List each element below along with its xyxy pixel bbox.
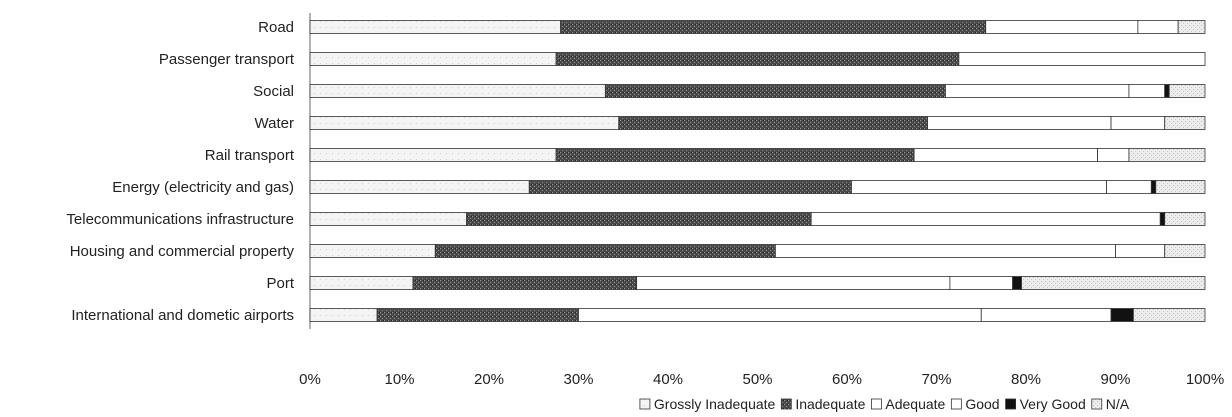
category-label-international-and-dometic-airports: International and dometic airports — [71, 307, 294, 324]
legend-swatch-good — [950, 398, 962, 410]
bar-water-good — [1110, 116, 1166, 130]
bar-port-good — [949, 276, 1013, 290]
bar-water-inadequate — [618, 116, 928, 130]
x-tick-label-0: 0% — [299, 371, 321, 388]
bar-water-grossly-inadequate — [309, 116, 620, 130]
bar-energy-electricity-and-gas-grossly-inadequate — [309, 180, 530, 194]
legend-swatch-n-a — [1091, 398, 1103, 410]
bar-passenger-transport-inadequate — [555, 52, 960, 66]
bar-international-and-dometic-airports-grossly-inadequate — [309, 308, 378, 322]
bar-rail-transport-good — [1097, 148, 1130, 162]
x-tick-label-90: 90% — [1100, 371, 1130, 388]
category-label-passenger-transport: Passenger transport — [159, 51, 295, 68]
bar-road-adequate — [985, 20, 1139, 34]
category-label-water: Water — [255, 115, 294, 132]
bar-energy-electricity-and-gas-very-good — [1150, 180, 1157, 194]
x-tick-label-40: 40% — [653, 371, 683, 388]
bar-telecommunications-infrastructure-inadequate — [466, 212, 812, 226]
bar-energy-electricity-and-gas-inadequate — [528, 180, 852, 194]
bar-social-very-good — [1164, 84, 1170, 98]
bar-port-inadequate — [412, 276, 638, 290]
category-label-telecommunications-infrastructure: Telecommunications infrastructure — [66, 211, 294, 228]
x-tick-label-70: 70% — [921, 371, 951, 388]
bar-housing-and-commercial-property-inadequate — [434, 244, 776, 258]
bar-energy-electricity-and-gas-adequate — [851, 180, 1107, 194]
bar-housing-and-commercial-property-adequate — [775, 244, 1116, 258]
legend-swatch-grossly-inadequate — [639, 398, 651, 410]
x-tick-label-100: 100% — [1186, 371, 1224, 388]
bar-port-adequate — [636, 276, 951, 290]
x-tick-label-10: 10% — [384, 371, 414, 388]
bar-social-n-a — [1168, 84, 1206, 98]
legend-label-good: Good — [965, 396, 999, 412]
bar-rail-transport-grossly-inadequate — [309, 148, 557, 162]
bar-social-good — [1128, 84, 1166, 98]
bar-social-inadequate — [604, 84, 946, 98]
bar-telecommunications-infrastructure-grossly-inadequate — [309, 212, 468, 226]
bar-road-good — [1137, 20, 1179, 34]
legend-swatch-adequate — [870, 398, 882, 410]
legend-label-adequate: Adequate — [885, 396, 945, 412]
bar-energy-electricity-and-gas-good — [1106, 180, 1152, 194]
bar-rail-transport-n-a — [1128, 148, 1206, 162]
bar-telecommunications-infrastructure-adequate — [810, 212, 1161, 226]
bar-housing-and-commercial-property-grossly-inadequate — [309, 244, 436, 258]
x-tick-label-20: 20% — [474, 371, 504, 388]
bar-energy-electricity-and-gas-n-a — [1155, 180, 1206, 194]
bar-social-grossly-inadequate — [309, 84, 606, 98]
bar-water-adequate — [927, 116, 1112, 130]
bar-road-n-a — [1177, 20, 1206, 34]
category-label-road: Road — [258, 19, 294, 36]
bar-international-and-dometic-airports-n-a — [1133, 308, 1206, 322]
legend-label-inadequate: Inadequate — [795, 396, 865, 412]
bar-international-and-dometic-airports-inadequate — [376, 308, 579, 322]
bar-port-very-good — [1012, 276, 1022, 290]
bar-water-n-a — [1164, 116, 1206, 130]
legend-label-n-a: N/A — [1106, 396, 1130, 412]
bar-rail-transport-adequate — [913, 148, 1099, 162]
category-label-rail-transport: Rail transport — [205, 147, 295, 164]
bar-port-grossly-inadequate — [309, 276, 414, 290]
category-label-energy-electricity-and-gas: Energy (electricity and gas) — [112, 179, 294, 196]
bar-housing-and-commercial-property-n-a — [1164, 244, 1206, 258]
bar-passenger-transport-grossly-inadequate — [309, 52, 557, 66]
bar-road-grossly-inadequate — [309, 20, 562, 34]
legend-label-very-good: Very Good — [1020, 396, 1086, 412]
bar-rail-transport-inadequate — [555, 148, 915, 162]
bar-passenger-transport-adequate — [958, 52, 1206, 66]
bar-international-and-dometic-airports-adequate — [578, 308, 982, 322]
x-tick-label-50: 50% — [742, 371, 772, 388]
x-tick-label-30: 30% — [563, 371, 593, 388]
bar-port-n-a — [1021, 276, 1206, 290]
bar-telecommunications-infrastructure-n-a — [1164, 212, 1206, 226]
legend-swatch-very-good — [1005, 398, 1016, 410]
x-tick-label-60: 60% — [832, 371, 862, 388]
x-tick-label-80: 80% — [1011, 371, 1041, 388]
category-label-social: Social — [253, 83, 294, 100]
category-label-housing-and-commercial-property: Housing and commercial property — [70, 243, 295, 260]
bar-road-inadequate — [560, 20, 987, 34]
bar-international-and-dometic-airports-very-good — [1110, 308, 1134, 322]
legend-swatch-inadequate — [780, 398, 792, 410]
bar-social-adequate — [945, 84, 1130, 98]
bar-telecommunications-infrastructure-very-good — [1159, 212, 1166, 226]
category-label-port: Port — [266, 275, 294, 292]
bar-international-and-dometic-airports-good — [980, 308, 1112, 322]
bar-housing-and-commercial-property-good — [1115, 244, 1166, 258]
legend-label-grossly-inadequate: Grossly Inadequate — [654, 396, 776, 412]
